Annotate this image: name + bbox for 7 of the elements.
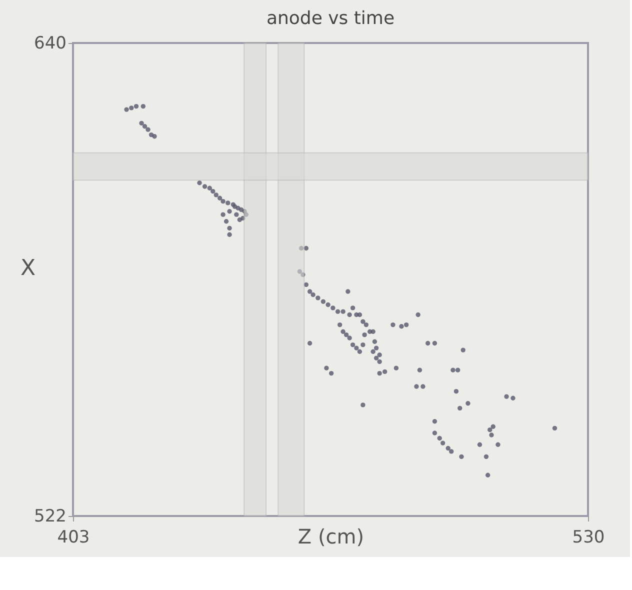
y-tick-label: 640 (34, 34, 66, 54)
y-axis-title: X (20, 256, 36, 281)
x-tick-label: 530 (572, 528, 605, 548)
x-axis-title: Z (cm) (298, 524, 364, 548)
chart-title: anode vs time (266, 8, 395, 29)
x-tick-label: 403 (57, 528, 90, 548)
y-tick-label: 522 (34, 506, 66, 526)
